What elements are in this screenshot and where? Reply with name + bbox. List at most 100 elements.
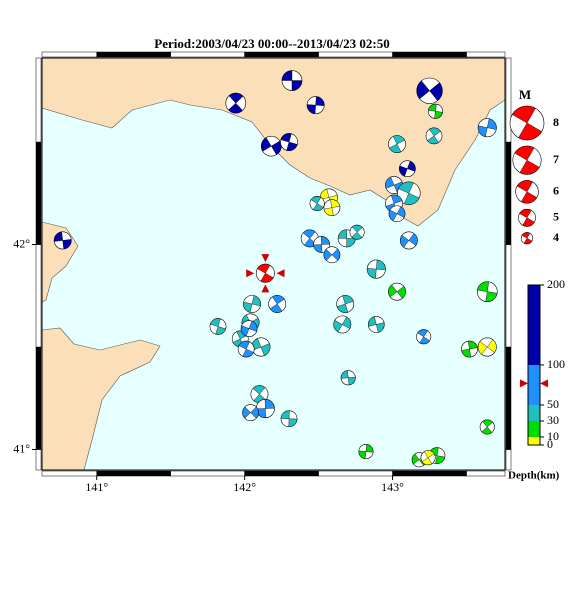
earthquake-mechanism	[477, 337, 497, 357]
compression-quadrant	[521, 232, 533, 245]
earthquake-mechanism	[53, 231, 72, 250]
earthquake-mechanism	[237, 340, 255, 358]
compression-quadrant	[514, 145, 540, 175]
compression-quadrant	[238, 340, 254, 358]
x-tick-label: 141°	[85, 480, 108, 494]
frame-bar	[41, 51, 97, 58]
y-tick-label: 42°	[13, 236, 30, 250]
magnitude-legend-label: 4	[553, 230, 559, 244]
earthquake-mechanism	[280, 133, 298, 151]
earthquake-mechanism	[397, 181, 421, 205]
compression-quadrant	[516, 180, 538, 204]
latest-pointer	[276, 269, 285, 278]
compression-quadrant	[477, 339, 497, 355]
frame-bar	[505, 141, 512, 245]
magnitude-legend-label: 8	[553, 115, 559, 129]
latest-pointer	[261, 254, 270, 263]
frame-bar	[505, 449, 512, 471]
frame-bar	[392, 51, 467, 58]
frame-bar	[392, 470, 467, 477]
frame-bar	[35, 346, 42, 450]
compression-quadrant	[261, 137, 282, 155]
earthquake-mechanism	[388, 205, 406, 223]
earthquake-mechanism	[323, 199, 341, 216]
earthquake-mechanism	[250, 385, 269, 404]
compression-quadrant	[228, 92, 244, 114]
earthquake-mechanism	[416, 329, 432, 345]
compression-quadrant	[428, 103, 443, 119]
compression-quadrant	[257, 263, 274, 283]
frame-bar	[170, 51, 245, 58]
compression-quadrant	[310, 196, 324, 211]
earthquake-mechanism	[306, 96, 325, 115]
compression-quadrant	[313, 236, 330, 253]
compression-quadrant	[519, 209, 535, 227]
earthquake-mechanism	[323, 246, 341, 264]
earthquake-mechanism	[349, 224, 365, 240]
earthquake-mechanism	[366, 259, 386, 279]
depth-color-segment	[528, 421, 540, 437]
latest-pointer	[246, 269, 255, 278]
compression-quadrant	[368, 316, 385, 333]
earthquake-mechanism	[336, 295, 355, 313]
compression-quadrant	[323, 248, 341, 261]
earthquake-mechanism	[388, 282, 406, 301]
compression-quadrant	[477, 281, 498, 302]
magnitude-legend-label: 7	[553, 152, 559, 166]
frame-bar	[96, 470, 171, 477]
compression-quadrant	[358, 444, 374, 459]
magnitude-legend-ball	[512, 145, 542, 175]
frame-bar	[35, 57, 42, 143]
earthquake-mechanism	[416, 77, 443, 104]
depth-tick-label: 200	[547, 277, 565, 291]
compression-quadrant	[366, 259, 386, 279]
compression-quadrant	[399, 160, 416, 177]
latest-depth-pointer	[540, 379, 548, 388]
earthquake-mechanism	[358, 444, 374, 460]
frame-bar	[505, 244, 512, 348]
compression-quadrant	[281, 70, 303, 91]
earthquake-mechanism	[340, 370, 356, 386]
compression-quadrant	[243, 295, 261, 313]
compression-quadrant	[398, 181, 420, 205]
earthquake-mechanism	[251, 337, 271, 357]
compression-quadrant	[280, 410, 298, 427]
frame-bar	[505, 346, 512, 450]
magnitude-legend-ball	[515, 180, 539, 204]
earthquake-mechanism	[225, 92, 247, 114]
frame-bar	[244, 51, 319, 58]
compression-quadrant	[427, 127, 441, 145]
frame-bar	[318, 51, 393, 58]
depth-legend-title: Depth(km)	[508, 470, 560, 482]
frame	[41, 57, 506, 471]
earthquake-mechanism	[399, 160, 416, 178]
magnitude-legend-title: M	[519, 87, 531, 102]
latest-depth-pointer	[520, 379, 528, 388]
map-title: Period:2003/04/23 00:00--2013/04/23 02:5…	[154, 36, 389, 51]
earthquake-mechanism	[420, 450, 436, 466]
y-tick-label: 41°	[13, 441, 30, 455]
compression-quadrant	[421, 450, 435, 466]
earthquake-mechanism	[427, 103, 443, 119]
depth-tick-label: 100	[547, 357, 565, 371]
compression-quadrant	[242, 406, 259, 419]
earthquake-mechanism	[268, 295, 287, 313]
magnitude-legend-ball	[509, 105, 545, 141]
frame-bar	[466, 51, 506, 58]
depth-color-segment	[528, 285, 540, 365]
magnitude-legend-ball	[518, 208, 536, 227]
earthquake-mechanism	[479, 419, 495, 435]
compression-quadrant	[477, 118, 497, 137]
earthquake-mechanism	[280, 410, 298, 428]
compression-quadrant	[400, 233, 418, 248]
depth-color-segment	[528, 437, 540, 445]
magnitude-legend-ball	[520, 232, 534, 245]
compression-quadrant	[336, 295, 354, 313]
compression-quadrant	[340, 370, 356, 386]
frame-bar	[41, 470, 97, 477]
frame-bar	[505, 57, 512, 143]
compression-quadrant	[53, 231, 72, 250]
compression-quadrant	[306, 96, 325, 114]
compression-quadrant	[351, 224, 363, 240]
compression-quadrant	[461, 340, 478, 358]
